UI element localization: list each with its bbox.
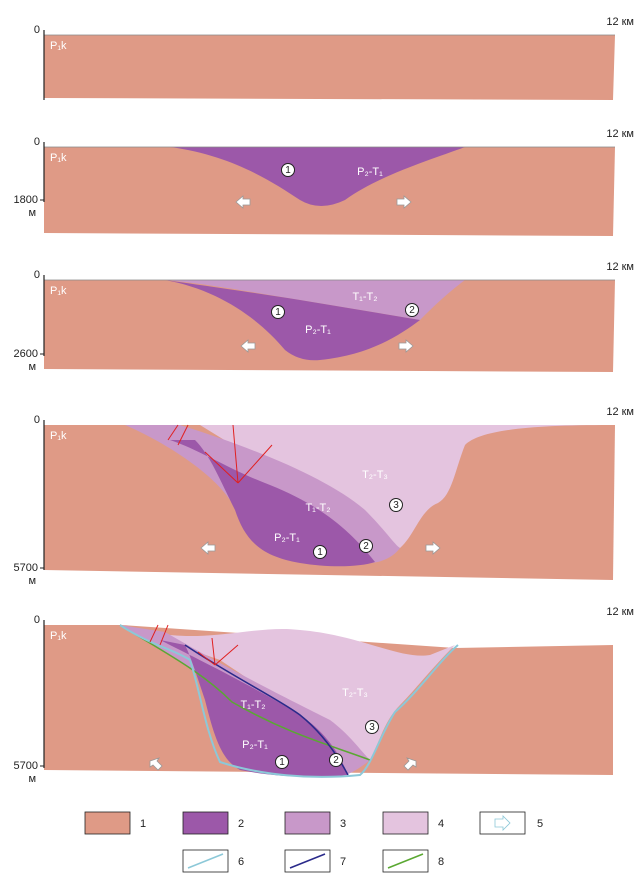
formation-label: P₁k xyxy=(50,285,67,297)
legend-label: 2 xyxy=(238,818,244,830)
layer-1 xyxy=(44,35,615,100)
legend-label: 4 xyxy=(438,818,444,830)
diagram: 012 кмP₁k012 кмP₁k1800мP₂-T₁1012 кмP₁k26… xyxy=(0,0,636,878)
unit-label: P₂-T₁ xyxy=(274,532,300,544)
distance-label: 12 км xyxy=(606,261,634,273)
panel xyxy=(44,420,615,580)
distance-label: 12 км xyxy=(606,128,634,140)
formation-label: P₁k xyxy=(50,40,67,52)
unit-label: T₂-T₃ xyxy=(342,687,368,699)
depth-label: 1800 xyxy=(14,194,38,206)
depth-unit: м xyxy=(28,361,36,373)
legend xyxy=(85,812,525,872)
marker-label: 1 xyxy=(317,547,323,558)
marker-label: 2 xyxy=(409,305,415,316)
distance-label: 12 км xyxy=(606,606,634,618)
depth-unit: м xyxy=(28,575,36,587)
formation-label: P₁k xyxy=(50,152,67,164)
depth-zero: 0 xyxy=(34,614,40,626)
legend-swatch xyxy=(285,812,330,834)
unit-label: T₂-T₃ xyxy=(362,469,388,481)
formation-label: P₁k xyxy=(50,430,67,442)
depth-zero: 0 xyxy=(34,269,40,281)
legend-swatch xyxy=(85,812,130,834)
panel xyxy=(44,142,615,236)
legend-label: 1 xyxy=(140,818,146,830)
marker-label: 1 xyxy=(285,165,291,176)
marker-label: 1 xyxy=(275,307,281,318)
unit-label: T₁-T₂ xyxy=(240,699,265,711)
legend-swatch xyxy=(183,812,228,834)
unit-label: P₂-T₁ xyxy=(305,324,331,336)
depth-label: 5700 xyxy=(14,760,38,772)
marker-label: 1 xyxy=(279,757,285,768)
marker-label: 3 xyxy=(393,500,399,511)
distance-label: 12 км xyxy=(606,406,634,418)
marker-label: 3 xyxy=(369,722,375,733)
legend-label: 6 xyxy=(238,856,244,868)
depth-label: 5700 xyxy=(14,562,38,574)
depth-label: 2600 xyxy=(14,348,38,360)
unit-label: T₁-T₂ xyxy=(352,291,377,303)
depth-zero: 0 xyxy=(34,24,40,36)
unit-label: T₁-T₂ xyxy=(305,502,330,514)
depth-zero: 0 xyxy=(34,136,40,148)
unit-label: P₂-T₁ xyxy=(242,739,268,751)
legend-label: 8 xyxy=(438,856,444,868)
panel xyxy=(44,620,613,777)
depth-unit: м xyxy=(28,207,36,219)
panel xyxy=(44,30,615,100)
depth-unit: м xyxy=(28,773,36,785)
legend-label: 7 xyxy=(340,856,346,868)
distance-label: 12 км xyxy=(606,16,634,28)
marker-label: 2 xyxy=(333,755,339,766)
legend-label: 5 xyxy=(537,818,543,830)
unit-label: P₂-T₁ xyxy=(357,166,383,178)
marker-label: 2 xyxy=(363,541,369,552)
depth-zero: 0 xyxy=(34,414,40,426)
formation-label: P₁k xyxy=(50,630,67,642)
legend-swatch xyxy=(383,812,428,834)
legend-label: 3 xyxy=(340,818,346,830)
